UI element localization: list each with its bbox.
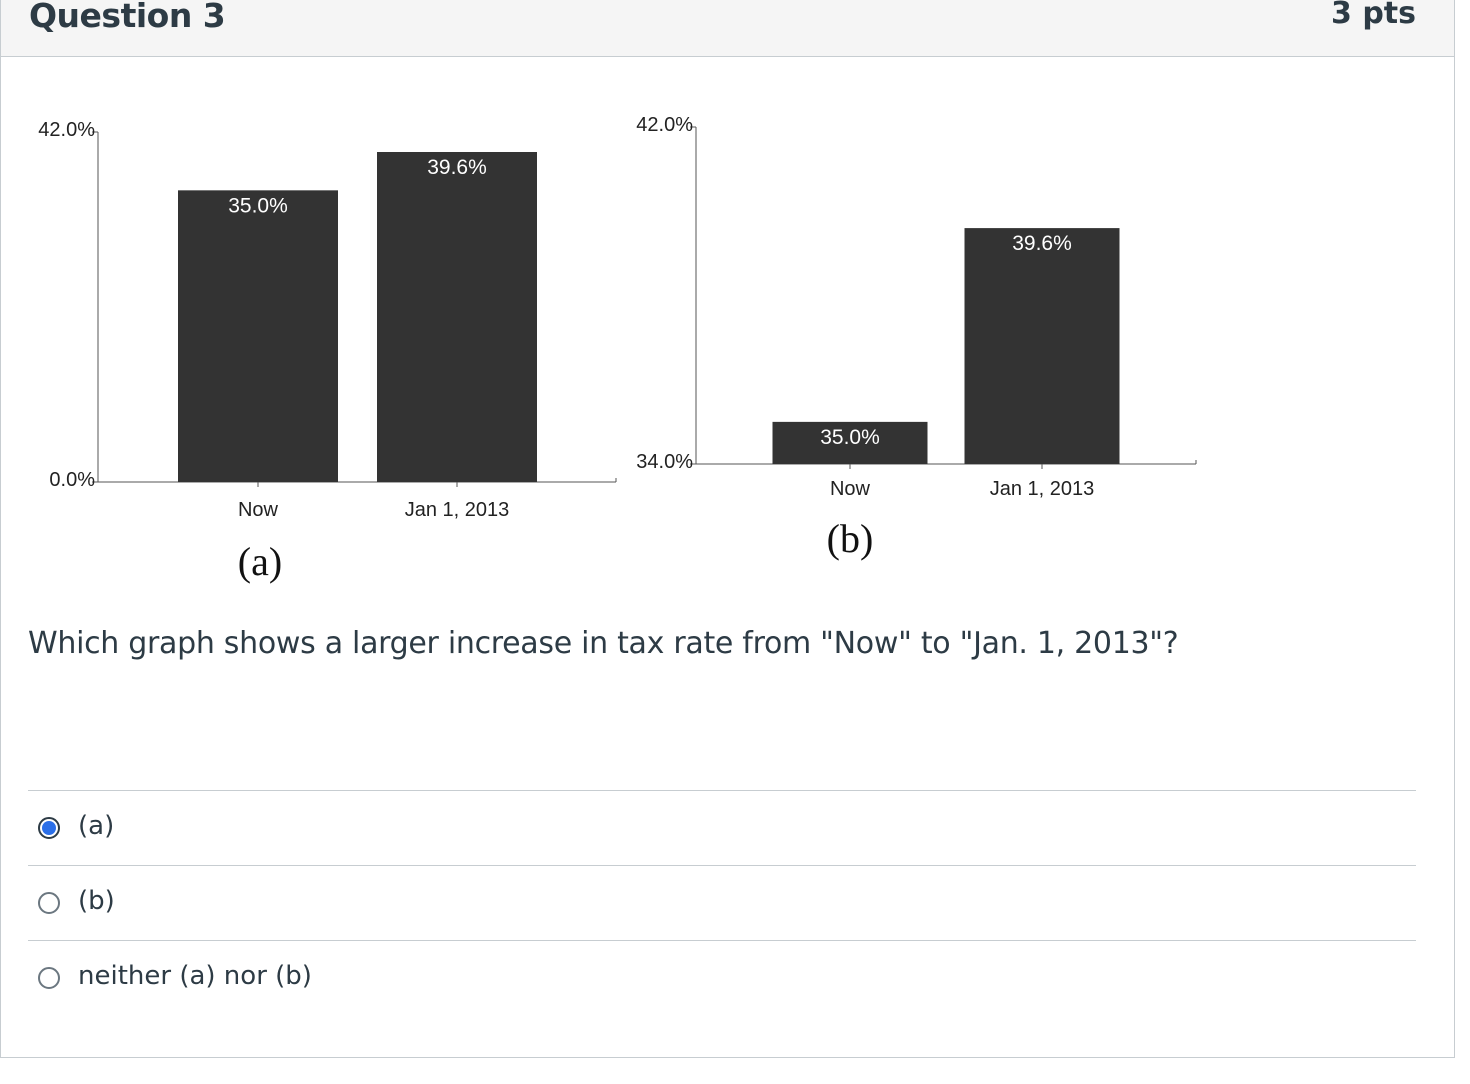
x-tick-label: Jan 1, 2013 [990,478,1095,500]
answer-label-a[interactable]: (a) [78,811,115,841]
answer-label-b[interactable]: (b) [78,886,115,916]
answer-list: (a) (b) neither (a) nor (b) [28,790,1416,1015]
radio-button-b[interactable] [38,892,60,914]
question-points: 3 pts [1331,0,1416,31]
bar-value-label: 35.0% [820,426,880,449]
question-header: Question 3 3 pts [1,0,1454,57]
y-tick-label: 42.0% [38,119,95,141]
x-tick-label: Jan 1, 2013 [405,499,510,521]
bar [377,152,537,482]
answer-option-neither[interactable]: neither (a) nor (b) [28,940,1416,1015]
bar-value-label: 39.6% [427,156,487,179]
y-tick-label: 0.0% [49,469,95,491]
answer-option-a[interactable]: (a) [28,790,1416,865]
x-tick-label: Now [238,499,279,521]
question-title: Question 3 [29,0,226,35]
radio-button-a[interactable] [38,817,60,839]
bar [964,228,1120,464]
question-card: Question 3 3 pts [0,0,1455,1058]
answer-option-b[interactable]: (b) [28,865,1416,940]
bar-value-label: 35.0% [228,194,288,217]
question-text: Which graph shows a larger increase in t… [28,626,1179,661]
y-tick-label: 42.0% [636,114,693,136]
panel-label: (b) [827,516,874,561]
panel-label: (a) [238,539,282,584]
y-tick-label: 34.0% [636,451,693,473]
x-tick-label: Now [830,478,871,500]
bar [178,190,338,483]
bar-value-label: 39.6% [1012,232,1072,255]
bar-charts: 0.0% 42.0% 35.0% Now 39.6% Jan 1, 2013 (a) 34.0… [38,114,1197,584]
answer-label-neither[interactable]: neither (a) nor (b) [78,961,312,991]
bar [772,421,928,464]
radio-button-neither[interactable] [38,967,60,989]
